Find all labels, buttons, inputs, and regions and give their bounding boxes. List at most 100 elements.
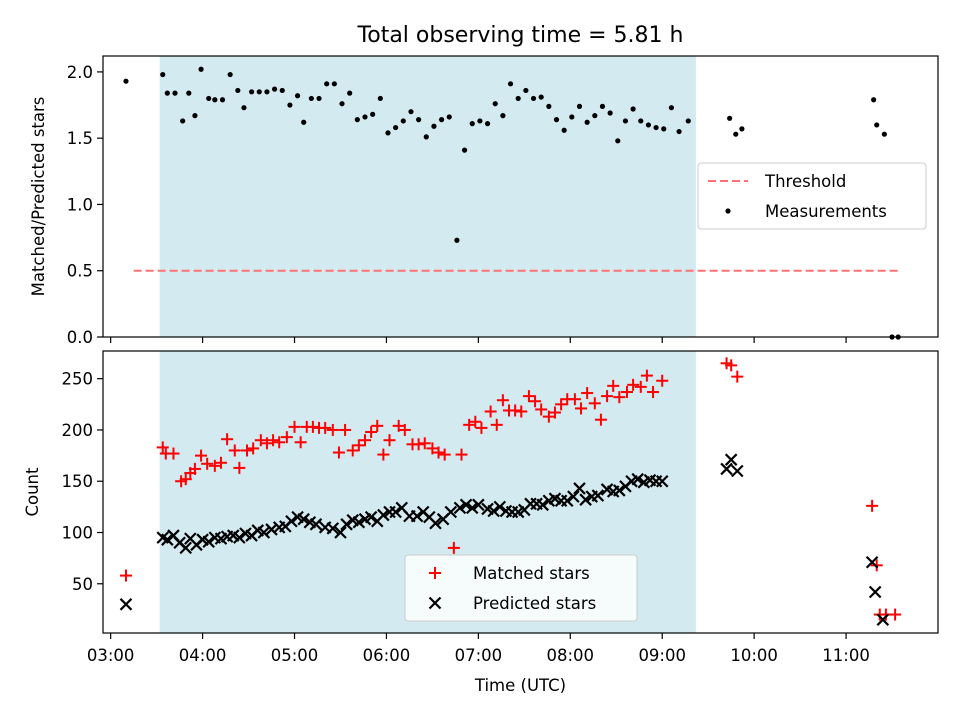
matched-star-point (188, 462, 201, 475)
measurement-point (264, 89, 270, 95)
measurement-point (324, 81, 330, 87)
cross-b (334, 526, 347, 539)
matched-star-point (509, 404, 522, 417)
matched-star-point (640, 369, 653, 382)
cross-b (208, 531, 222, 544)
cross-b (560, 494, 574, 507)
measurement-point (461, 147, 468, 153)
measurement-point (438, 117, 445, 123)
cross-b (309, 518, 323, 531)
cross-b (196, 533, 209, 546)
cross-b (257, 526, 271, 539)
measurement-point (661, 126, 667, 132)
cross-b (472, 498, 485, 512)
measurement-point (622, 118, 629, 124)
predicted-star-point (161, 533, 174, 546)
predicted-star-point (340, 518, 353, 531)
matched-star-point (208, 459, 221, 472)
measurement-point (347, 90, 353, 96)
matched-star-point (377, 448, 390, 461)
cross-b (352, 515, 366, 529)
cross-b (184, 532, 197, 545)
cross-b (591, 489, 605, 502)
predicted-star-points (119, 453, 890, 626)
top-legend-box (697, 162, 927, 230)
predicted-star-point (655, 474, 669, 488)
measurement-point (546, 103, 552, 109)
chart-title: Total observing time = 5.81 h (357, 23, 684, 48)
top-x-ticks (110, 337, 847, 343)
measurement-point (180, 118, 186, 124)
matched-star-point (228, 444, 241, 457)
cross-b (340, 518, 353, 531)
cross-b (724, 453, 738, 466)
cross-b (389, 505, 402, 519)
predicted-star-point (410, 509, 424, 523)
measurement-point (172, 90, 178, 96)
measurement-point (256, 89, 262, 95)
predicted-star-point (377, 508, 390, 522)
predicted-star-point (326, 522, 340, 535)
measurement-point (523, 87, 529, 94)
predicted-star-point (119, 598, 133, 611)
bottom-y-tick-label: 100 (62, 524, 94, 543)
bottom-y-tick-label: 50 (72, 575, 93, 594)
predicted-star-point (453, 501, 467, 515)
matched-star-point (426, 442, 439, 455)
cross-b (251, 524, 265, 537)
measurement-point (206, 95, 212, 102)
measurement-point (733, 131, 739, 137)
matched-star-point (866, 499, 879, 512)
cross-b (536, 498, 549, 512)
measurement-point (874, 122, 880, 128)
predicted-star-point (334, 526, 347, 539)
predicted-star-point (493, 500, 507, 514)
predicted-star-point (202, 535, 215, 549)
matched-star-point (496, 394, 509, 407)
predicted-star-point (868, 585, 882, 599)
cross-b (573, 482, 586, 495)
matched-star-point (725, 359, 738, 372)
matched-star-point (529, 395, 542, 408)
matched-star-point (469, 415, 482, 428)
measurement-point (362, 114, 368, 120)
measurement-point (227, 71, 233, 78)
matched-star-point (463, 418, 476, 431)
measurement-point (249, 89, 255, 95)
bottom-legend-box (404, 554, 638, 622)
measurement-point (584, 119, 590, 125)
measurement-point (871, 97, 877, 103)
cross-b (493, 500, 507, 514)
measurement-point (393, 124, 399, 131)
measurement-point (408, 109, 414, 115)
matched-star-point (594, 413, 607, 426)
matched-star-point (339, 423, 352, 436)
matched-star-point (418, 437, 431, 450)
top-y-tick-label: 0.0 (67, 328, 93, 347)
matched-star-point (432, 446, 445, 459)
measurement-point (198, 66, 204, 72)
measurement-point (553, 117, 560, 123)
cross-b (423, 510, 436, 524)
matched-star-point (613, 391, 626, 404)
cross-b (156, 531, 170, 544)
predicted-star-point (309, 518, 323, 531)
top-plot-frame (102, 55, 939, 338)
bottom-x-tick-label: 04:00 (179, 646, 227, 665)
measurement-point (385, 130, 391, 136)
measurement-point (160, 71, 166, 78)
predicted-star-point (233, 531, 246, 544)
top-y-tick-label: 1.0 (67, 195, 93, 214)
legend-threshold-label: Threshold (764, 172, 846, 191)
matched-star-point (601, 390, 614, 403)
matched-star-point (522, 390, 535, 403)
matched-star-point (455, 448, 468, 461)
measurement-point (645, 122, 652, 128)
top-y-tick-label: 1.5 (67, 129, 93, 148)
matched-star-point (383, 434, 396, 447)
measurement-point (599, 103, 606, 109)
predicted-star-point (444, 505, 458, 519)
matched-star-point (358, 434, 371, 447)
cross-b (459, 498, 473, 512)
measurement-point (638, 118, 644, 124)
